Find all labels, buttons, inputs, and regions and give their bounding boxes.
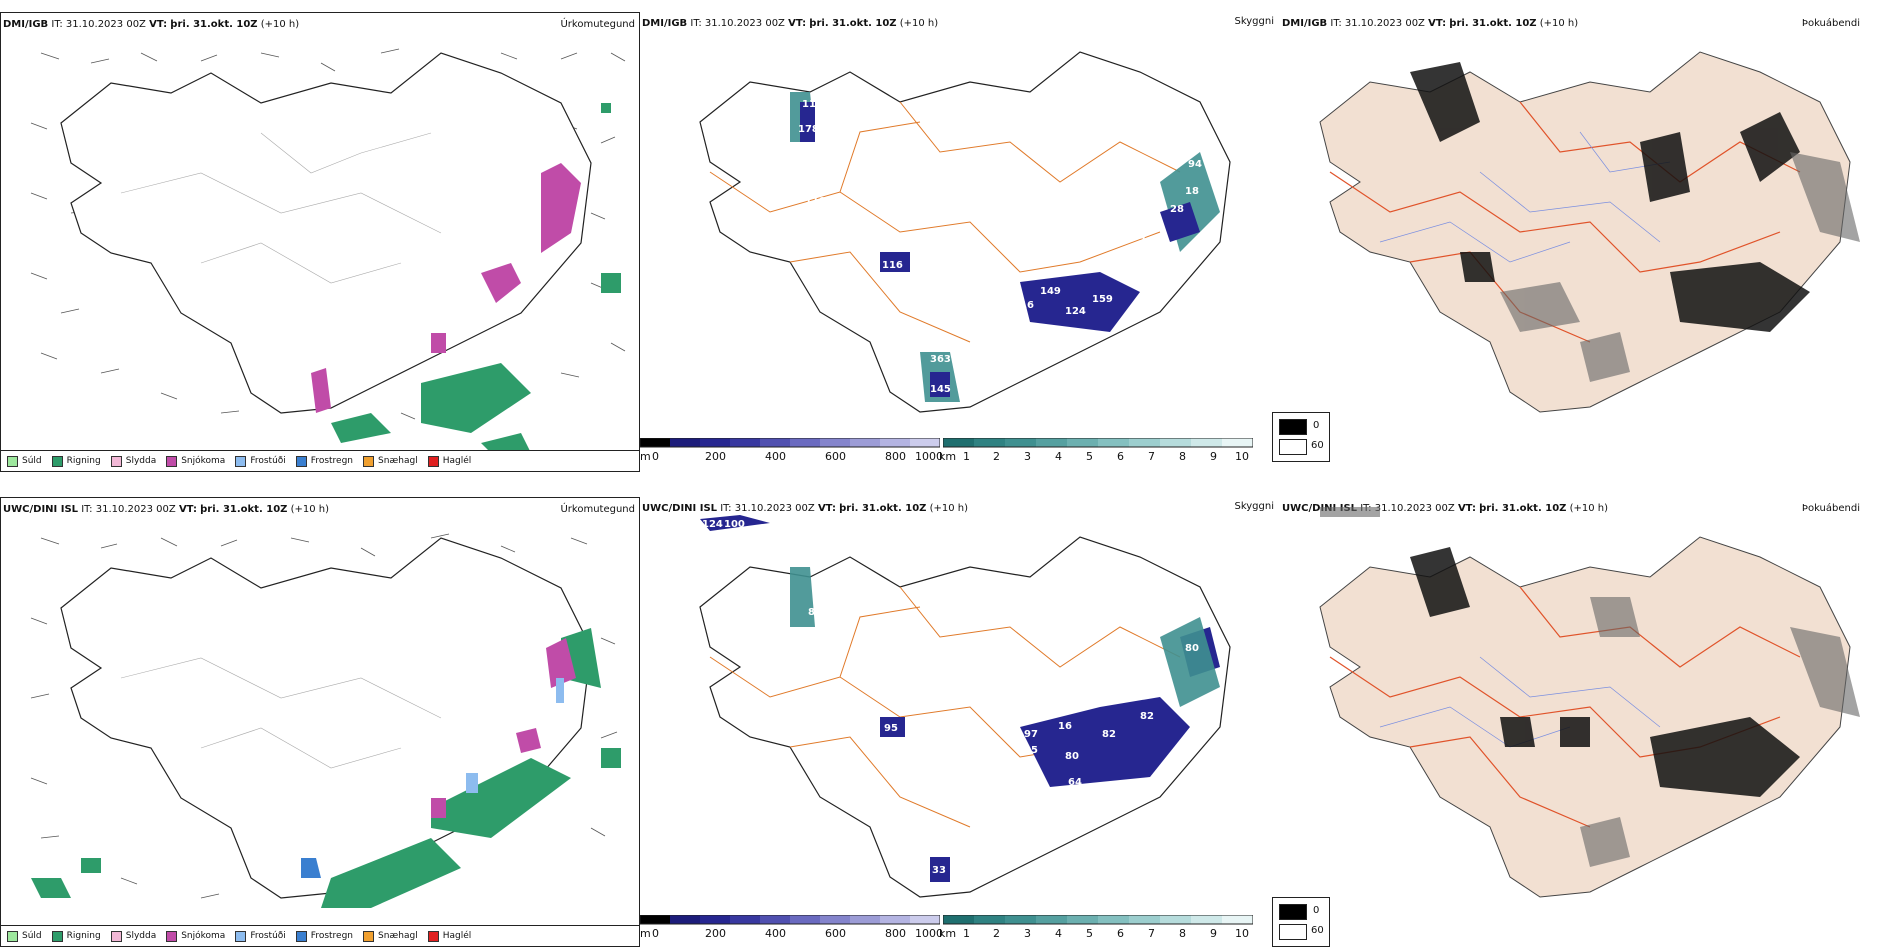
legend-item: Rigning	[51, 930, 101, 942]
field-name: Skyggni	[1234, 16, 1274, 27]
legend-item: Súld	[7, 930, 42, 942]
field-name: Skyggni	[1234, 501, 1274, 512]
field-name: Úrkomutegund	[560, 504, 635, 515]
fog-map	[1319, 51, 1860, 413]
visibility-scale: km 1 2 3 4 5 6 7 8 9 10	[939, 915, 1253, 945]
precip-panel-top: DMI/IGB IT: 31.10.2023 00Z VT: þri. 31.o…	[0, 12, 640, 472]
sky-label: 94	[1188, 159, 1202, 170]
height-scale: m 0 200 400 600 800 1000	[640, 438, 943, 468]
legend-item: Slydda	[110, 455, 156, 467]
visibility-scale: km 1 2 3 4 5 6 7 8 9 10	[939, 438, 1253, 468]
sky-label: 100	[724, 519, 745, 530]
sky-label: 132	[1070, 332, 1091, 343]
precip-map	[30, 48, 626, 453]
sky-label: 16	[1058, 721, 1072, 732]
sky-label: 27	[1000, 206, 1014, 217]
sky-label: 33	[932, 865, 946, 876]
field-name: Úrkomutegund	[560, 19, 635, 30]
fog-panel-top: DMI/IGB IT: 31.10.2023 00Z VT: þri. 31.o…	[1280, 12, 1900, 472]
fog-panel-bottom: UWC/DINI ISL IT: 31.10.2023 00Z VT: þri.…	[1280, 497, 1900, 947]
fog-map	[1319, 507, 1860, 898]
precip-legend: Súld Rigning Slydda Snjókoma Frostúði Fr…	[1, 450, 639, 471]
legend-item: Frostúði	[235, 930, 286, 942]
panel-title: DMI/IGB IT: 31.10.2023 00Z VT: þri. 31.o…	[3, 19, 300, 30]
precip-legend: Súld Rigning Slydda Snjókoma Frostúði Fr…	[1, 925, 639, 946]
sky-label: 135	[1145, 252, 1166, 263]
sky-label: 110	[805, 196, 826, 207]
sky-label: 97	[1024, 729, 1038, 740]
visibility-map: 113 178 110 116 27 27 149 16 124 159 82 …	[699, 51, 1231, 413]
sky-label: 27	[985, 204, 999, 215]
sky-label: 149	[1040, 286, 1061, 297]
sky-label: 113	[802, 99, 823, 110]
legend-item: Frostúði	[235, 455, 286, 467]
sky-label: 102	[1140, 236, 1161, 247]
legend-item: Snæhagl	[363, 930, 418, 942]
precip-panel-bottom: UWC/DINI ISL IT: 31.10.2023 00Z VT: þri.…	[0, 497, 640, 947]
sky-label: 145	[930, 384, 951, 395]
sky-label: 18	[1185, 186, 1199, 197]
legend-item: Rigning	[51, 455, 101, 467]
panel-title: UWC/DINI ISL IT: 31.10.2023 00Z VT: þri.…	[642, 503, 969, 514]
sky-panel-bottom: UWC/DINI ISL IT: 31.10.2023 00Z VT: þri.…	[640, 497, 1280, 947]
panel-title: DMI/IGB IT: 31.10.2023 00Z VT: þri. 31.o…	[1282, 18, 1579, 29]
sky-label: 82	[1140, 711, 1154, 722]
sky-label: 28	[1170, 204, 1184, 215]
legend-item: Frostregn	[295, 930, 353, 942]
precip-map	[30, 533, 621, 908]
legend-item: Súld	[7, 455, 42, 467]
sky-label: 88	[808, 607, 822, 618]
sky-label: 16	[1020, 300, 1034, 311]
sky-label: 95	[884, 723, 898, 734]
sky-label: 82	[1125, 266, 1139, 277]
sky-panel-top: DMI/IGB IT: 31.10.2023 00Z VT: þri. 31.o…	[640, 12, 1280, 472]
sky-label: 116	[882, 260, 903, 271]
fog-key-bottom: 0 60	[1272, 897, 1330, 947]
legend-item: Haglél	[427, 455, 471, 467]
visibility-map: 124 100 88 95 97 95 16 80 82 82 64 80 33	[699, 515, 1231, 898]
height-scale: m 0 200 400 600 800 1000	[640, 915, 943, 945]
legend-item: Frostregn	[295, 455, 353, 467]
sky-label: 95	[1024, 745, 1038, 756]
legend-item: Snjókoma	[166, 930, 225, 942]
legend-item: Snjókoma	[166, 455, 225, 467]
sky-label: 80	[1065, 751, 1079, 762]
panel-title: DMI/IGB IT: 31.10.2023 00Z VT: þri. 31.o…	[642, 18, 939, 29]
sky-label: 82	[1102, 729, 1116, 740]
sky-label: 64	[1068, 777, 1082, 788]
sky-label: 159	[1092, 294, 1113, 305]
sky-label: 124	[1065, 306, 1086, 317]
legend-item: Haglél	[427, 930, 471, 942]
field-name: Þokuábendi	[1801, 503, 1860, 514]
legend-item: Snæhagl	[363, 455, 418, 467]
field-name: Þokuábendi	[1801, 18, 1860, 29]
sky-label: 363	[930, 354, 951, 365]
fog-key-top: 0 60	[1272, 412, 1330, 462]
sky-label: 178	[798, 124, 819, 135]
panel-title: UWC/DINI ISL IT: 31.10.2023 00Z VT: þri.…	[3, 504, 330, 515]
sky-label: 124	[702, 519, 723, 530]
legend-item: Slydda	[110, 930, 156, 942]
sky-label: 80	[1185, 643, 1199, 654]
